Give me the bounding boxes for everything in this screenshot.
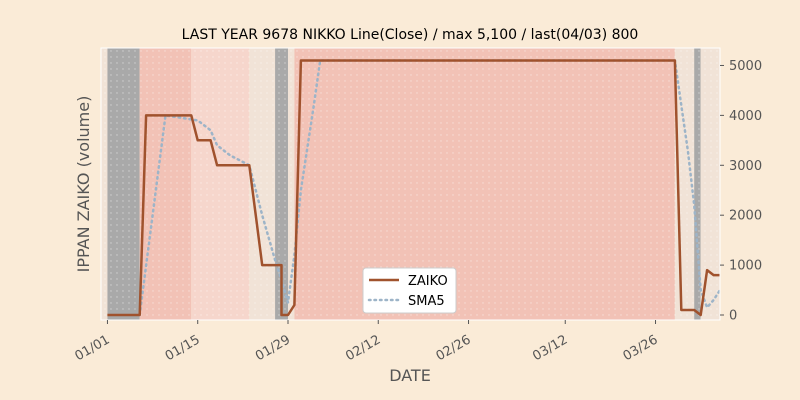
plot-frame <box>100 47 721 321</box>
x-tick-label: 02/26 <box>434 332 474 364</box>
series-line-sma5 <box>138 59 722 317</box>
y-tick-label: 1000 <box>729 259 762 274</box>
legend: ZAIKO SMA5 <box>362 267 457 314</box>
y-tick-label: 5000 <box>729 59 762 74</box>
x-tick-label: 03/12 <box>530 332 570 364</box>
series-layer <box>107 59 722 317</box>
legend-label-sma5: SMA5 <box>408 294 445 309</box>
y-tick-label: 4000 <box>729 109 762 124</box>
chart-title: LAST YEAR 9678 NIKKO Line(Close) / max 5… <box>182 27 639 43</box>
legend-label-zaiko: ZAIKO <box>408 274 448 289</box>
y-tick-label: 2000 <box>729 209 762 224</box>
series-line-zaiko <box>107 59 720 317</box>
x-tick-label: 01/01 <box>72 332 112 364</box>
y-axis-label: IPPAN ZAIKO (volume) <box>74 96 93 273</box>
x-axis-label: DATE <box>389 366 431 385</box>
x-tick-label: 02/12 <box>343 332 383 364</box>
y-tick-label: 3000 <box>729 159 762 174</box>
x-tick-label: 01/29 <box>253 332 293 364</box>
x-tick-label: 03/26 <box>621 332 661 364</box>
x-tick-label: 01/15 <box>163 332 203 364</box>
y-tick-label: 0 <box>729 309 737 324</box>
